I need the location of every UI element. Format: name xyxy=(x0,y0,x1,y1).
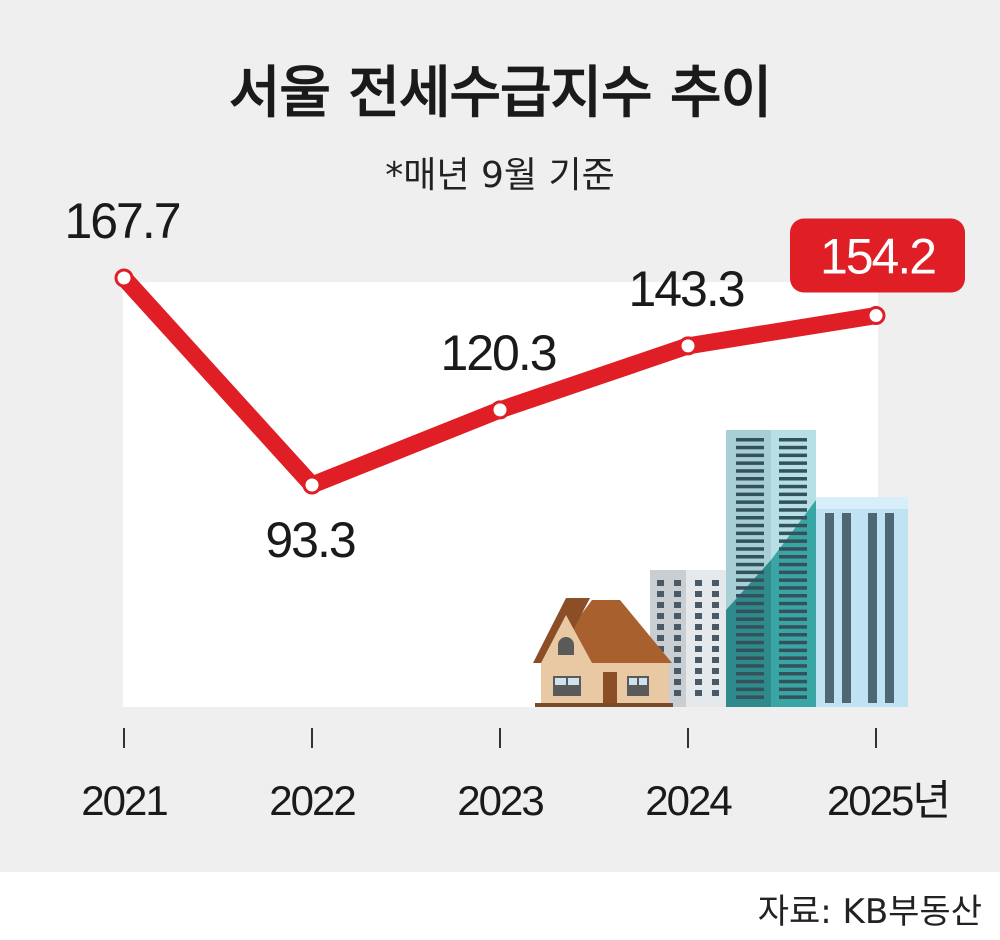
x-axis-ticks xyxy=(123,728,877,748)
x-label-2025년: 2025년 xyxy=(827,777,949,824)
chart-title: 서울 전세수급지수 추이 xyxy=(228,61,772,126)
value-label-2023: 120.3 xyxy=(440,325,555,381)
data-point-2022 xyxy=(302,475,322,495)
data-point-2023 xyxy=(490,400,510,420)
series-line-group xyxy=(114,268,886,495)
x-label-2022: 2022 xyxy=(269,777,355,824)
source-note: 자료: KB부동산 xyxy=(757,892,982,932)
highlight-value-box xyxy=(790,218,965,293)
house-and-buildings-illustration xyxy=(533,430,908,707)
x-label-2021: 2021 xyxy=(81,777,167,824)
value-label-2022: 93.3 xyxy=(265,512,355,568)
value-label-2024: 143.3 xyxy=(628,261,743,317)
value-labels: 167.7 93.3 120.3 143.3 154.2 xyxy=(64,193,965,568)
data-point-2025년 xyxy=(866,306,886,326)
value-label-2021: 167.7 xyxy=(64,193,179,249)
chart-subtitle: *매년 9월 기준 xyxy=(385,155,615,196)
data-point-2021 xyxy=(114,268,134,288)
x-label-2024: 2024 xyxy=(645,777,732,824)
chart-card: 서울 전세수급지수 추이 *매년 9월 기준 xyxy=(0,0,1000,872)
data-point-2024 xyxy=(678,336,698,356)
x-label-2023: 2023 xyxy=(457,777,543,824)
value-label-2025년: 154.2 xyxy=(820,229,935,285)
x-axis-labels: 2021 2022 2023 2024 2025년 xyxy=(81,777,951,824)
